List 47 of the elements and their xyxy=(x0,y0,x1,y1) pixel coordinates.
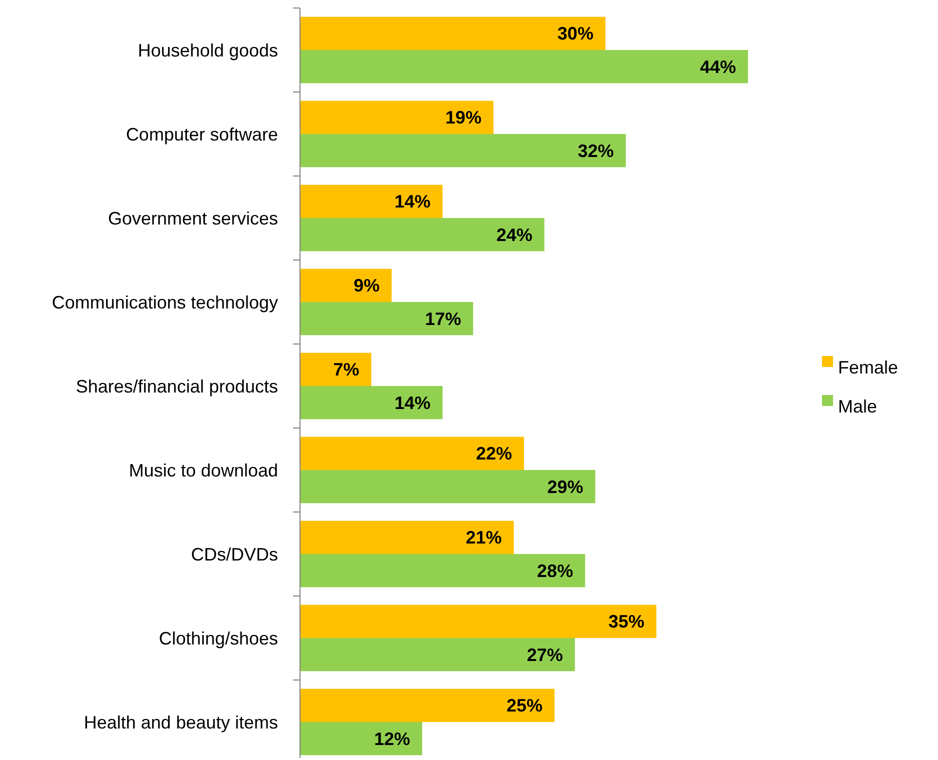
data-label: 17% xyxy=(425,308,462,329)
data-label: 28% xyxy=(537,560,574,581)
data-label: 12% xyxy=(374,728,410,749)
bar xyxy=(300,134,626,168)
data-label: 25% xyxy=(506,696,543,716)
bar xyxy=(300,302,474,336)
data-label: 29% xyxy=(547,476,584,497)
y-tick-label: Communications technology xyxy=(52,292,278,312)
data-label: 35% xyxy=(608,612,644,632)
bar xyxy=(300,50,748,84)
bar xyxy=(300,268,392,302)
bar xyxy=(300,722,422,756)
data-label: 7% xyxy=(333,360,360,380)
bar xyxy=(300,100,494,134)
y-tick-label: CDs/DVDs xyxy=(190,544,278,564)
y-tick-label: Health and beauty items xyxy=(84,712,278,732)
bar xyxy=(300,554,586,588)
data-label: 9% xyxy=(354,276,380,296)
data-label: 32% xyxy=(578,140,614,161)
data-label: 27% xyxy=(526,644,563,665)
bar xyxy=(300,520,514,554)
bar xyxy=(300,470,596,504)
data-label: 19% xyxy=(445,108,482,128)
data-label: 21% xyxy=(466,528,502,548)
bar xyxy=(300,218,544,252)
data-label: 30% xyxy=(557,24,594,44)
y-tick-label: Household goods xyxy=(138,40,278,60)
bar xyxy=(300,436,524,470)
bar xyxy=(300,16,606,50)
y-tick-label: Government services xyxy=(108,208,278,228)
legend-label: Male xyxy=(838,396,878,416)
data-label: 44% xyxy=(700,56,736,77)
data-label: 24% xyxy=(496,224,532,245)
y-tick-label: Computer software xyxy=(126,124,278,144)
bar xyxy=(300,688,555,722)
legend-label: Female xyxy=(838,357,898,378)
data-label: 14% xyxy=(394,392,431,413)
bar xyxy=(300,352,372,386)
bar xyxy=(300,386,443,420)
y-tick-label: Music to download xyxy=(128,460,278,480)
bar xyxy=(300,184,443,218)
y-tick-label: Clothing/shoes xyxy=(158,628,278,648)
data-label: 22% xyxy=(476,444,512,464)
data-label: 14% xyxy=(394,192,431,212)
y-tick-label: Shares/financial products xyxy=(76,376,278,396)
bar xyxy=(300,604,656,638)
bar xyxy=(300,638,575,672)
